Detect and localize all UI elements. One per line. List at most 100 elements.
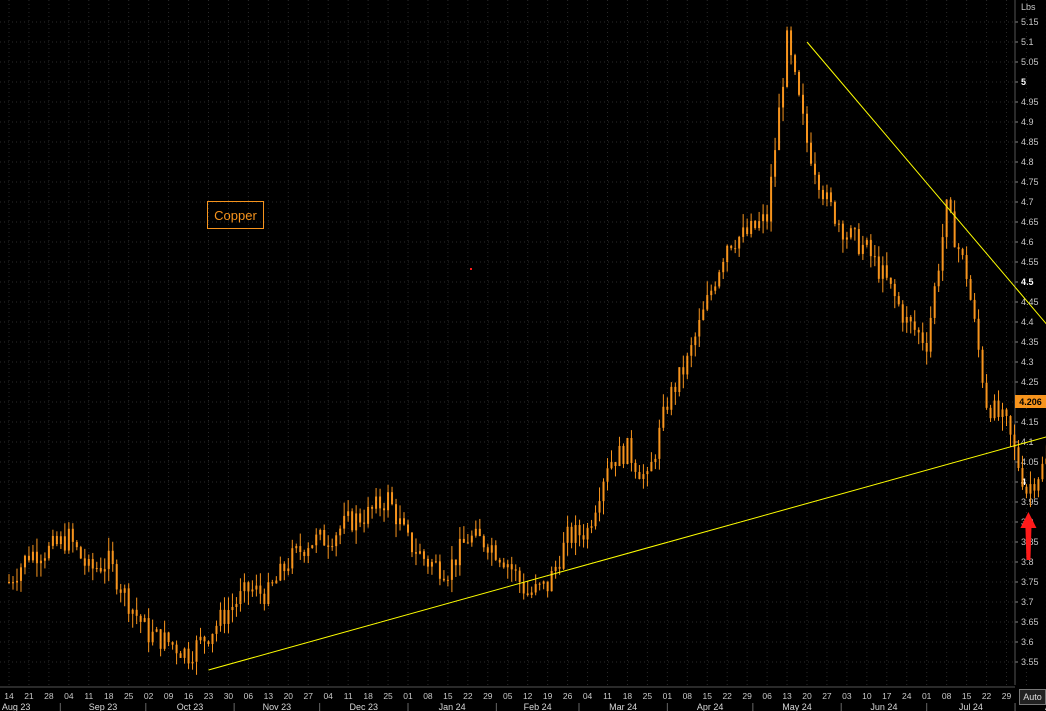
price-candle	[590, 526, 593, 528]
price-candle	[965, 255, 968, 280]
price-candle	[813, 163, 816, 175]
price-candle	[630, 438, 633, 463]
x-day-label: 10	[862, 691, 872, 701]
price-candle	[87, 559, 90, 566]
price-candle	[766, 214, 769, 222]
price-candle	[522, 582, 525, 594]
price-candle	[841, 223, 844, 240]
price-candle	[929, 317, 932, 352]
y-tick-label: 4.55	[1021, 257, 1039, 267]
price-candle	[542, 581, 545, 584]
price-candle	[235, 604, 238, 607]
price-candle	[578, 525, 581, 536]
price-candle	[283, 563, 286, 572]
x-month-label: Apr 24	[697, 702, 724, 711]
y-tick-label: 4.65	[1021, 217, 1039, 227]
x-day-label: 06	[762, 691, 772, 701]
x-day-label: 17	[882, 691, 892, 701]
price-candle	[395, 504, 398, 525]
price-candle	[47, 545, 50, 559]
price-candle	[502, 562, 505, 568]
price-candle	[259, 585, 262, 594]
price-candle	[187, 648, 190, 664]
price-candle	[885, 265, 888, 278]
y-tick-label: 4.45	[1021, 297, 1039, 307]
x-month-label: Aug 24	[1045, 702, 1046, 711]
price-candle	[526, 593, 529, 595]
price-candle	[279, 563, 282, 581]
price-candle	[127, 588, 130, 614]
x-month-label: Sep 23	[89, 702, 118, 711]
price-candle	[825, 192, 828, 200]
price-candle	[490, 545, 493, 553]
price-candle	[231, 606, 234, 611]
x-day-label: 08	[423, 691, 433, 701]
x-day-label: 22	[982, 691, 992, 701]
price-candle	[1025, 486, 1028, 494]
price-candle	[474, 528, 477, 536]
price-candle	[23, 555, 26, 568]
x-day-label: 11	[84, 691, 93, 701]
price-candle	[39, 560, 42, 564]
price-candle	[678, 367, 681, 393]
price-candle	[211, 633, 214, 645]
price-candle	[602, 481, 605, 502]
support-trendline	[208, 436, 1046, 671]
x-day-label: 18	[623, 691, 633, 701]
price-candle	[702, 309, 705, 320]
price-candle	[303, 551, 306, 556]
price-candle	[921, 332, 924, 343]
price-candle	[586, 527, 589, 540]
price-candle	[19, 567, 22, 581]
x-day-label: 04	[323, 691, 333, 701]
resistance-trendline	[806, 41, 1046, 325]
x-day-label: 01	[663, 691, 673, 701]
price-candle	[291, 548, 294, 569]
price-candle	[638, 471, 641, 479]
price-candle	[706, 295, 709, 310]
x-day-label: 25	[643, 691, 653, 701]
price-candle	[833, 202, 836, 224]
price-candle	[430, 561, 433, 567]
price-candle	[167, 632, 170, 643]
price-candle	[654, 458, 657, 463]
price-candle	[945, 199, 948, 238]
x-day-label: 14	[4, 691, 14, 701]
price-candle	[147, 618, 150, 643]
x-day-label: 12	[523, 691, 533, 701]
price-candle	[686, 355, 689, 375]
x-day-label: 28	[44, 691, 54, 701]
x-day-label: 25	[124, 691, 134, 701]
price-candle	[714, 286, 717, 291]
price-candle	[666, 406, 669, 410]
price-candle	[171, 642, 174, 645]
auto-scale-button[interactable]: Auto	[1019, 689, 1046, 705]
price-candle	[107, 550, 110, 570]
price-candle	[331, 546, 334, 548]
price-candle	[510, 564, 513, 570]
y-tick-label: 4.5	[1021, 277, 1034, 287]
price-candle	[941, 237, 944, 271]
price-candle	[251, 589, 254, 592]
price-candle	[183, 648, 186, 658]
price-candle	[215, 625, 218, 634]
price-candle	[199, 636, 202, 641]
y-tick-label: 4.75	[1021, 177, 1039, 187]
price-candle	[881, 265, 884, 279]
price-candle	[746, 227, 749, 234]
price-candle	[111, 550, 114, 565]
price-candle	[550, 571, 553, 592]
price-candle	[450, 559, 453, 580]
price-candle	[905, 316, 908, 323]
price-candle	[203, 636, 206, 642]
price-candle	[798, 71, 801, 95]
price-candle	[530, 592, 533, 595]
price-candle	[255, 585, 258, 590]
price-candle	[31, 551, 34, 561]
price-candle	[462, 538, 465, 543]
x-day-label: 04	[64, 691, 74, 701]
price-candle	[478, 528, 481, 537]
price-candle	[55, 535, 58, 545]
x-day-label: 03	[842, 691, 852, 701]
x-day-label: 11	[603, 691, 612, 701]
